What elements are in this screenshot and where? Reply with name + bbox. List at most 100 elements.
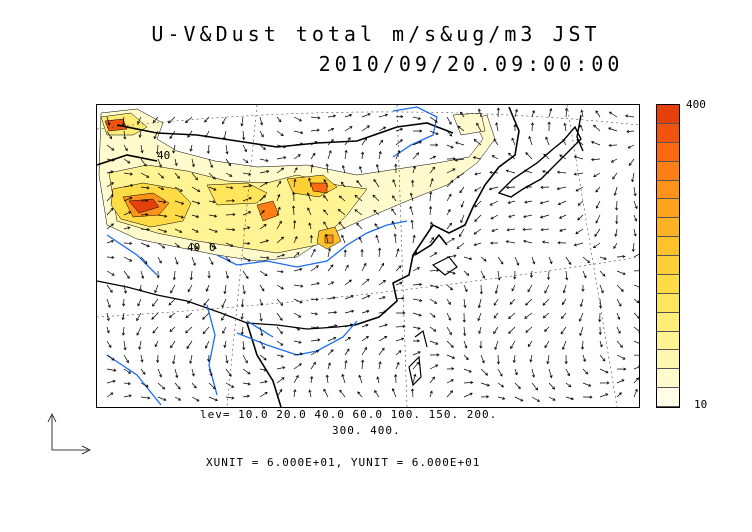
wind-vector-head xyxy=(240,304,244,308)
wind-vector-head xyxy=(175,375,179,379)
wind-vector-head xyxy=(172,150,176,154)
wind-vector-head xyxy=(539,215,543,219)
wind-vector xyxy=(564,123,567,132)
wind-vector-head xyxy=(576,139,580,143)
wind-vector xyxy=(122,312,125,320)
wind-vector-head xyxy=(508,316,512,319)
wind-vector-head xyxy=(466,272,470,276)
wind-vector xyxy=(429,252,437,258)
wind-vector xyxy=(259,392,268,398)
wind-vector xyxy=(221,312,227,321)
wind-vector-head xyxy=(617,316,621,320)
wind-vector-head xyxy=(344,149,348,153)
wind-vector xyxy=(579,326,584,336)
wind-vector xyxy=(377,376,380,384)
wind-vector xyxy=(344,114,352,118)
wind-vector-head xyxy=(432,155,437,159)
wind-vector-head xyxy=(334,310,338,314)
wind-vector xyxy=(429,222,433,230)
wind-vector-head xyxy=(435,132,439,136)
wind-vector-head xyxy=(227,259,231,263)
wind-vector xyxy=(359,237,363,244)
wind-vector xyxy=(378,114,388,118)
wind-vector-head xyxy=(558,215,563,219)
wind-vector-head xyxy=(127,226,131,230)
wind-vector-head xyxy=(536,399,541,402)
wind-vector xyxy=(191,186,200,192)
wind-vector-head xyxy=(383,310,387,314)
wind-vector-head xyxy=(315,265,319,269)
wind-vector xyxy=(106,312,110,321)
wind-vector xyxy=(276,236,284,244)
wind-vector xyxy=(527,340,533,347)
wind-vector-head xyxy=(313,361,316,365)
wind-vector xyxy=(106,144,115,151)
wind-vector-head xyxy=(312,152,316,156)
wind-vector xyxy=(494,340,499,350)
wind-vector-head xyxy=(247,382,251,386)
wind-vector xyxy=(495,284,499,294)
wind-vector-head xyxy=(209,373,213,377)
wind-vector-head xyxy=(453,254,457,258)
wind-vector xyxy=(489,186,499,190)
wind-vector xyxy=(190,354,193,364)
wind-vector-head xyxy=(378,361,382,365)
wind-vector xyxy=(327,362,331,370)
wind-vector xyxy=(392,179,397,188)
wind-vector-head xyxy=(505,169,509,173)
wind-vector-head xyxy=(542,240,546,244)
wind-vector-head xyxy=(544,290,548,294)
wind-vector-head xyxy=(436,268,440,272)
wind-vector xyxy=(151,312,159,320)
dust-concentration-shading xyxy=(98,108,496,262)
wind-vector-head xyxy=(481,360,485,364)
wind-vector xyxy=(596,200,601,209)
wind-vector xyxy=(259,210,265,216)
wind-vector xyxy=(310,376,313,384)
wind-vector-head xyxy=(573,172,577,176)
wind-vector xyxy=(525,152,533,160)
wind-vector-head xyxy=(221,317,224,321)
wind-vector-head xyxy=(394,373,398,377)
wind-vector xyxy=(378,151,381,160)
wind-vector-head xyxy=(295,374,299,379)
wind-vector-head xyxy=(282,366,286,370)
wind-vector-head xyxy=(633,193,637,197)
wind-vector xyxy=(378,263,384,272)
wind-vector xyxy=(557,186,567,190)
wind-vector xyxy=(157,186,164,190)
wind-vector-head xyxy=(493,331,497,335)
wind-vector-head xyxy=(589,395,593,399)
wind-vector-head xyxy=(202,316,206,320)
wind-vector-head xyxy=(429,390,433,394)
wind-vector-head xyxy=(266,169,270,174)
wind-vector xyxy=(106,256,114,258)
wind-vector xyxy=(293,326,300,331)
wind-vector xyxy=(157,200,166,203)
wind-vector-head xyxy=(145,199,149,203)
wind-vector xyxy=(514,382,521,389)
wind-vector xyxy=(558,200,567,205)
wind-vector xyxy=(307,192,312,202)
wind-vector xyxy=(473,156,482,160)
wind-vector xyxy=(222,326,227,334)
wind-vector xyxy=(633,312,639,319)
wind-vector-head xyxy=(476,122,479,126)
wind-vector xyxy=(344,295,354,300)
wind-vector xyxy=(259,256,269,259)
wind-vector xyxy=(327,139,334,146)
wind-vector-head xyxy=(340,181,344,185)
wind-vector xyxy=(242,130,245,140)
wind-vector xyxy=(378,324,388,328)
wind-vector xyxy=(242,340,245,350)
wind-vector-head xyxy=(472,156,476,160)
wind-vector-head xyxy=(401,337,405,341)
wind-vector-head xyxy=(449,222,453,226)
wind-vector xyxy=(276,194,280,202)
wind-vector-head xyxy=(142,371,146,375)
wind-vector xyxy=(361,336,369,342)
wind-vector-head xyxy=(231,199,235,203)
wind-vector xyxy=(242,144,247,152)
wind-vector-head xyxy=(174,162,178,167)
wind-vector-head xyxy=(579,303,583,308)
